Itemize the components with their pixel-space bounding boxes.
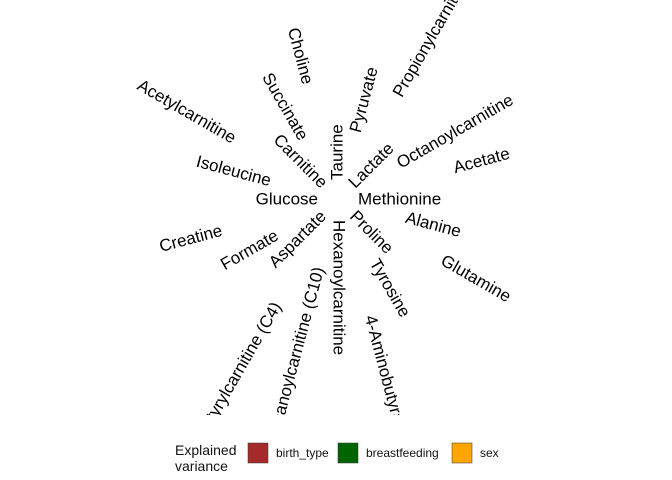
category-label: Proline xyxy=(346,207,397,258)
legend: birth_type breastfeeding sex xyxy=(247,442,499,464)
category-label: Taurine xyxy=(327,124,346,180)
category-label: Lactate xyxy=(345,139,398,192)
category-label: Pyruvate xyxy=(346,65,382,135)
legend-label: sex xyxy=(480,446,499,460)
legend-swatch xyxy=(337,442,359,464)
category-label: Decanoylcarnitine (C10) xyxy=(263,265,329,446)
legend-label: breastfeeding xyxy=(366,446,439,460)
category-label: Creatine xyxy=(157,221,224,256)
category-label: Methionine xyxy=(358,189,441,208)
category-label: Acetylcarnitine xyxy=(134,76,239,148)
category-label: Isoleucine xyxy=(194,152,273,190)
category-label: Propionylcarnitine (C3) xyxy=(389,0,492,100)
category-label: Acetate xyxy=(451,144,512,177)
legend-swatch xyxy=(247,442,269,464)
category-label: Alanine xyxy=(403,208,463,241)
legend-label: birth_type xyxy=(276,446,329,460)
category-label: Choline xyxy=(284,26,317,87)
category-label: Hexanoylcarnitine xyxy=(330,220,349,355)
legend-swatch xyxy=(451,442,473,464)
category-label: Tyrosine xyxy=(366,255,415,320)
category-label: Glucose xyxy=(256,189,318,208)
category-label: Glutamine xyxy=(438,251,515,306)
category-label: Butyrylcarnitine (C4) xyxy=(192,299,285,442)
legend-title: Explained variance xyxy=(175,442,237,474)
